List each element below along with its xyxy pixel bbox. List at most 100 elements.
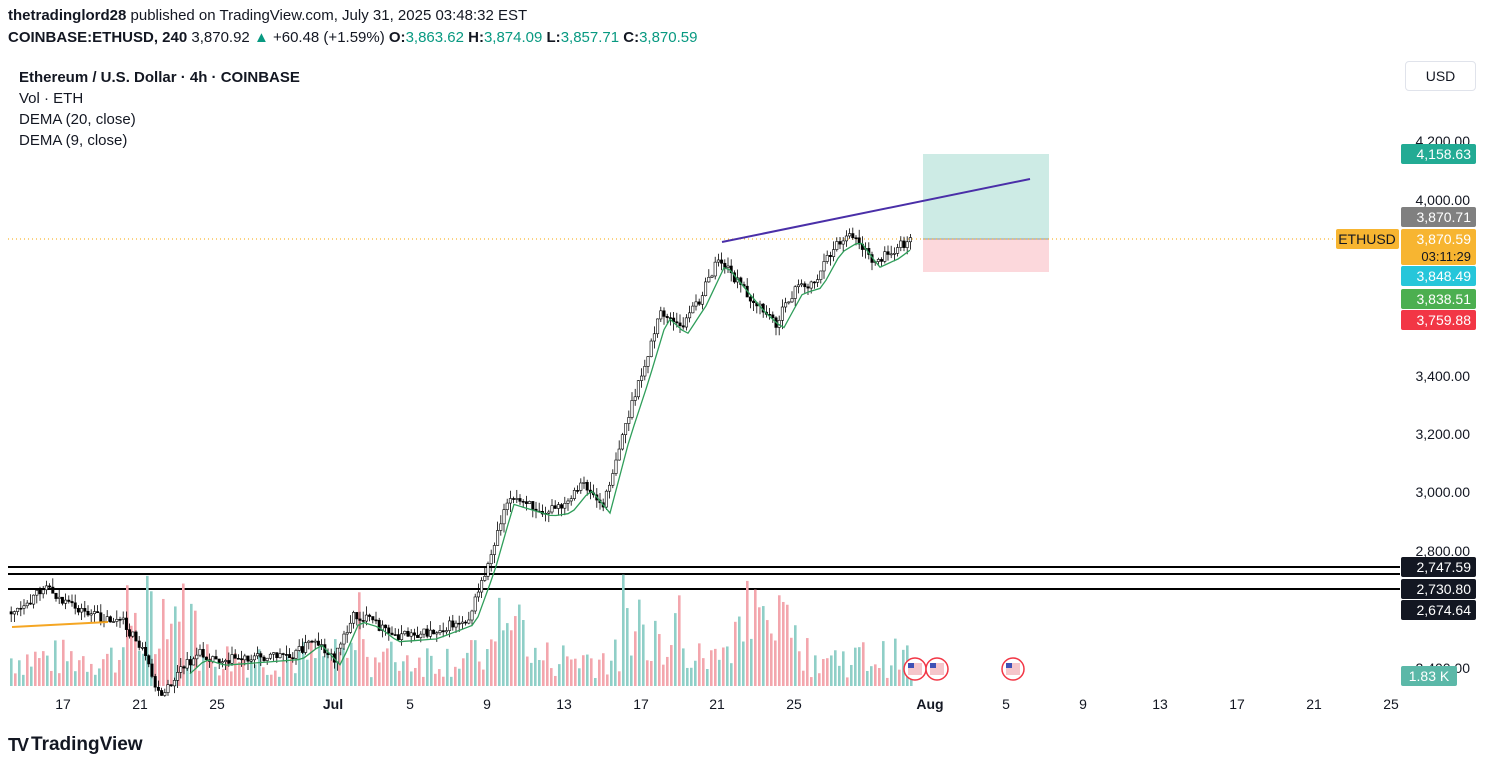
volume-bar — [522, 620, 525, 686]
candle-body — [342, 633, 346, 645]
candle-body — [246, 655, 250, 662]
candle-body — [473, 596, 477, 612]
volume-bar — [886, 677, 889, 686]
volume-bar — [698, 643, 701, 686]
volume-bar — [254, 664, 257, 686]
candle-body — [249, 659, 253, 662]
legend-title[interactable]: Ethereum / U.S. Dollar · 4h · COINBASE — [19, 69, 300, 86]
x-axis-tick-label: 17 — [1229, 696, 1245, 712]
candle-body — [547, 511, 551, 514]
flag-canton — [1006, 663, 1012, 668]
volume-bar — [242, 658, 245, 686]
candle-body — [400, 633, 404, 640]
dema-line — [189, 242, 911, 675]
candle-body — [115, 619, 119, 622]
economic-event-flag-icon — [1001, 657, 1025, 681]
volume-bar — [494, 641, 497, 686]
volume-bar — [50, 670, 53, 686]
volume-bar — [26, 654, 29, 686]
volume-bar — [714, 648, 717, 686]
publisher-name[interactable]: thetradinglord28 — [8, 7, 127, 24]
candle-body — [217, 658, 221, 664]
candle-body — [806, 286, 810, 289]
candle-body — [492, 545, 496, 555]
candle-body — [649, 340, 653, 357]
volume-bar — [514, 616, 517, 686]
volume-bar — [426, 648, 429, 686]
volume-bar — [334, 639, 337, 686]
candle-body — [60, 596, 64, 604]
candle-body — [496, 530, 500, 546]
candle-body — [160, 690, 164, 696]
candle-body — [636, 380, 640, 398]
x-axis-tick-label: Aug — [916, 696, 943, 712]
volume-bar — [882, 641, 885, 686]
volume-bar — [878, 668, 881, 686]
candle-body — [720, 259, 724, 264]
price-label-text: 3,838.51 — [1417, 291, 1472, 307]
candle-body — [384, 624, 388, 629]
stop-loss-zone — [923, 239, 1049, 272]
volume-bar — [418, 657, 421, 686]
price-label: 2,674.64 — [1401, 600, 1476, 620]
volume-bar — [42, 651, 45, 686]
volume-bar — [458, 668, 461, 686]
candle-body — [137, 640, 141, 648]
candle-body — [19, 607, 23, 610]
volume-bar — [206, 644, 209, 686]
volume-bar — [290, 656, 293, 686]
candle-body — [675, 321, 679, 324]
candle-body — [316, 640, 320, 646]
candle-body — [771, 314, 775, 319]
legend-dema-9[interactable]: DEMA (9, close) — [19, 132, 128, 149]
volume-bar — [386, 648, 389, 686]
tradingview-brand[interactable]: TV TradingView — [8, 734, 143, 756]
volume-bar — [230, 671, 233, 686]
volume-bar — [186, 666, 189, 686]
volume-bar — [150, 591, 153, 686]
volume-bar — [898, 669, 901, 686]
volume-bar — [374, 657, 377, 686]
volume-bar — [570, 659, 573, 686]
candle-body — [451, 620, 455, 628]
volume-bar — [166, 639, 169, 686]
flag-canton — [908, 663, 914, 668]
volume-bar — [174, 606, 177, 686]
volume-bar — [258, 649, 261, 686]
volume-bar — [406, 655, 409, 686]
price-label-bg — [1401, 310, 1476, 330]
price-label: 2,730.80 — [1401, 579, 1476, 599]
volume-bar — [14, 673, 17, 686]
candle-body — [825, 255, 829, 262]
candle-body — [377, 619, 381, 631]
volume-bar — [862, 642, 865, 686]
volume-bar — [358, 592, 361, 686]
volume-bar — [330, 660, 333, 686]
candle-body — [819, 270, 823, 280]
legend-volume[interactable]: Vol · ETH — [19, 90, 84, 107]
currency-button[interactable]: USD — [1405, 61, 1476, 91]
volume-bar — [202, 656, 205, 686]
price-label-text: 3,848.49 — [1417, 268, 1472, 284]
volume-bar — [282, 660, 285, 686]
candle-body — [64, 599, 68, 604]
candle-body — [851, 233, 855, 239]
candle-body — [563, 503, 567, 509]
candle-body — [608, 484, 612, 492]
volume-bar — [482, 669, 485, 686]
candle-body — [748, 296, 752, 302]
candle-body — [809, 281, 813, 289]
volume-bar — [654, 620, 657, 686]
candle-body — [144, 646, 148, 656]
candle-body — [780, 306, 784, 321]
candle-body — [668, 317, 672, 319]
volume-bar — [506, 623, 509, 686]
candle-body — [134, 631, 138, 642]
candle-body — [150, 663, 154, 677]
candle-body — [240, 658, 244, 661]
candle-body — [793, 286, 797, 299]
candle-body — [339, 643, 343, 649]
volume-bar — [658, 634, 661, 686]
legend-dema-20[interactable]: DEMA (20, close) — [19, 111, 136, 128]
